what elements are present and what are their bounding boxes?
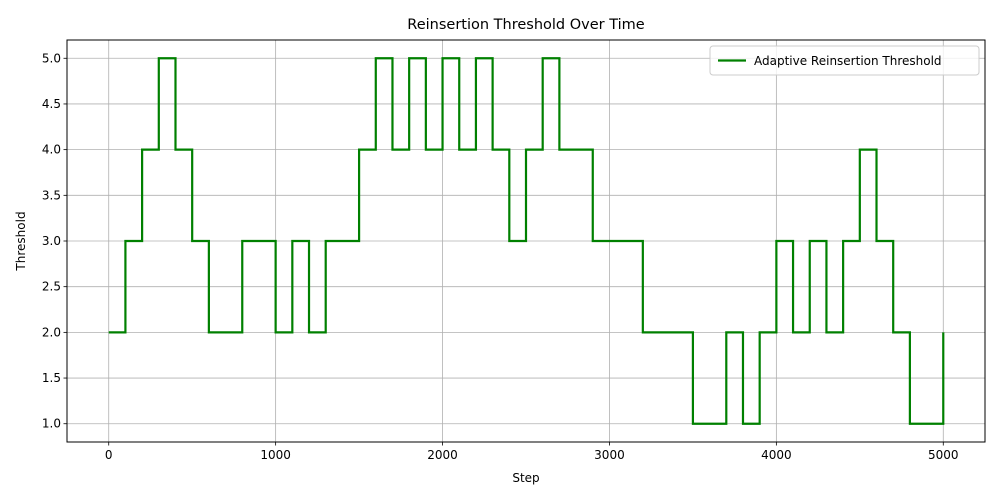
axis-ticks: 0 1000 2000 3000 4000 5000 1.0 1.5 2.0 2.5 3.0 3.5 4… [42,51,959,462]
chart-title: Reinsertion Threshold Over Time [407,17,645,33]
y-tick-label: 1.5 [42,371,61,385]
series-line [108,57,945,425]
legend: Adaptive Reinsertion Threshold [709,45,980,76]
x-tick-label: 0 [105,448,113,462]
x-tick-label: 3000 [594,448,625,462]
x-axis-label: Step [512,471,539,485]
legend-label: Adaptive Reinsertion Threshold [754,54,942,68]
x-tick-label: 1000 [260,448,291,462]
y-tick-label: 1.0 [42,417,61,431]
series-layer [108,57,945,425]
legend-box [709,45,980,76]
y-tick-label: 3.0 [42,234,61,248]
y-tick-label: 5.0 [42,51,61,65]
x-tick-label: 4000 [761,448,792,462]
y-tick-label: 3.5 [42,188,61,202]
y-tick-label: 4.0 [42,143,61,157]
x-tick-label: 2000 [427,448,458,462]
x-tick-label: 5000 [928,448,959,462]
y-tick-label: 2.5 [42,280,61,294]
y-axis-label: Threshold [14,211,28,271]
y-tick-label: 4.5 [42,97,61,111]
y-tick-label: 2.0 [42,325,61,339]
